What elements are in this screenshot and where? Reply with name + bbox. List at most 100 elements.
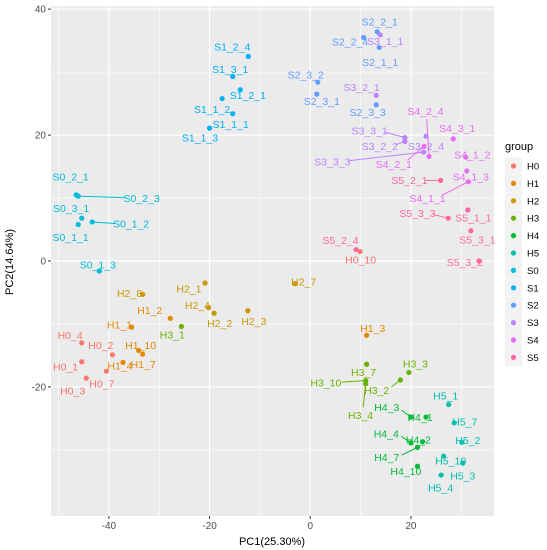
scatter-point: [438, 472, 444, 478]
legend-label: H3: [527, 214, 539, 225]
legend-label: H1: [527, 179, 539, 190]
scatter-point: [79, 340, 85, 346]
point-label: S4_3_1: [439, 123, 475, 135]
point-label: S5_2_4: [322, 235, 358, 247]
scatter-point: [408, 414, 414, 420]
point-label: S2_1_1: [362, 57, 398, 69]
scatter-point: [459, 439, 465, 445]
point-label: S0_1_2: [113, 219, 149, 231]
scatter-point: [426, 153, 432, 160]
scatter-point: [109, 352, 116, 358]
point-label: S2_3_1: [304, 96, 340, 108]
point-label: H2_2: [207, 318, 232, 330]
legend-point: [510, 198, 517, 204]
point-label: S4_1_2: [454, 149, 490, 161]
scatter-point: [230, 111, 236, 117]
point-label: S2_2_4: [332, 37, 368, 49]
point-label: S5_2_1: [391, 175, 427, 187]
point-label: S3_2_2: [362, 141, 398, 153]
point-label: H5_2: [455, 435, 480, 447]
point-label: S5_3_2: [447, 257, 483, 269]
legend-label: S4: [527, 336, 539, 347]
x-tick-label: 20: [405, 521, 417, 532]
point-label: H4_7: [374, 452, 399, 464]
legend-point: [510, 250, 517, 256]
scatter-point: [445, 215, 451, 221]
scatter-point: [373, 92, 379, 99]
legend-point: [510, 320, 517, 326]
point-label: S2_2_1: [362, 17, 398, 29]
scatter-point: [441, 453, 447, 459]
legend-point: [510, 267, 517, 273]
major-gridlines: [51, 6, 494, 516]
scatter-point: [219, 95, 225, 102]
point-label: H1_7: [131, 359, 156, 371]
scatter-point: [353, 247, 359, 253]
point-label: H3_2: [364, 385, 389, 397]
point-label: H4_2: [406, 435, 431, 447]
point-label: H0_4: [58, 330, 83, 342]
point-label: S5_1_1: [455, 212, 491, 224]
scatter-point: [373, 102, 379, 108]
point-label: S3_2_4: [408, 141, 444, 153]
scatter-point: [364, 332, 370, 338]
point-label: H3_1: [160, 329, 185, 341]
x-axis-ticks: -40 -20 0 20: [102, 516, 417, 532]
point-label: S5_3_3: [399, 208, 435, 220]
point-label: S3_1_1: [367, 36, 403, 48]
point-label: S1_1_2: [194, 104, 230, 116]
label-connector-line: [348, 151, 424, 162]
point-label: H1_2: [137, 305, 162, 317]
point-label: H1_4: [107, 360, 132, 372]
point-label: S2_3_3: [350, 107, 386, 119]
point-label: S3_3_3: [314, 156, 350, 168]
scatter-point: [361, 34, 367, 41]
label-connector-line: [401, 446, 418, 456]
point-label: H0_2: [88, 340, 113, 352]
legend-point: [510, 337, 517, 343]
label-connector-line: [92, 221, 116, 224]
y-tick-label: 0: [40, 257, 46, 268]
scatter-point: [75, 193, 81, 199]
legend-label: H5: [527, 249, 539, 260]
point-label: H4_10: [390, 466, 421, 478]
point-label: S1_2_4: [214, 42, 250, 54]
legend-label: H2: [527, 196, 539, 207]
scatter-point: [292, 281, 298, 287]
scatter-point: [140, 351, 146, 357]
scatter-point: [135, 347, 142, 354]
legend-title: group: [505, 141, 533, 153]
legend-label: S3: [527, 318, 539, 329]
point-label: S0_2_3: [124, 193, 160, 205]
point-label: S4_2_4: [407, 106, 443, 118]
point-label: H0_3: [60, 386, 85, 398]
y-axis-ticks: -20 0 20 40: [32, 5, 51, 393]
scatter-point: [446, 401, 452, 408]
scatter-point: [402, 138, 408, 144]
scatter-point: [376, 44, 382, 51]
scatter-point: [75, 221, 81, 228]
point-label: H2_1: [176, 284, 201, 296]
point-label: S0_1_1: [53, 232, 89, 244]
scatter-point: [206, 125, 213, 131]
scatter-point: [463, 154, 469, 160]
x-tick-label: -20: [202, 521, 217, 532]
scatter-point: [79, 215, 85, 221]
scatter-point: [460, 460, 466, 466]
scatter-point: [377, 32, 383, 38]
legend-point: [510, 163, 517, 169]
scatter-point: [450, 136, 456, 142]
point-label: S5_3_1: [459, 234, 495, 246]
scatter-point: [423, 133, 429, 139]
scatter-point: [89, 219, 95, 225]
label-connector-line: [407, 146, 425, 161]
y-tick-label: -20: [32, 382, 47, 393]
point-label: S2_3_2: [288, 69, 324, 81]
scatter-point: [402, 134, 408, 141]
label-connector-line: [341, 380, 366, 383]
scatter-point: [202, 280, 208, 286]
scatter-point: [230, 73, 236, 80]
scatter-point: [420, 149, 427, 155]
scatter-point: [468, 228, 474, 234]
